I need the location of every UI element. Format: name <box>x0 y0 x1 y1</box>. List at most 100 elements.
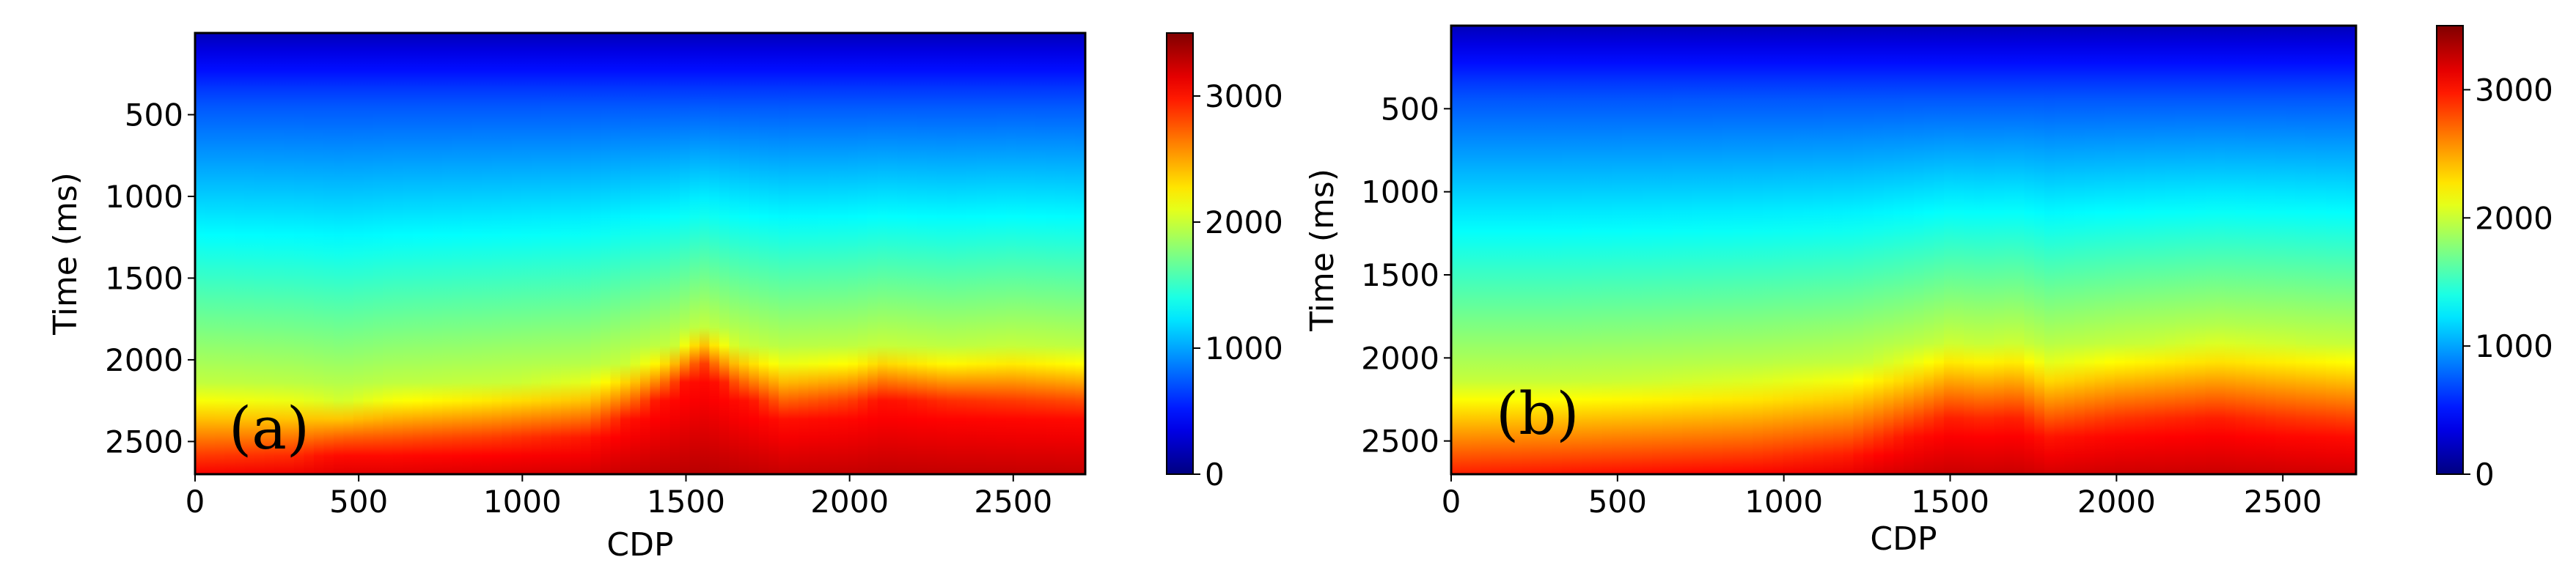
heatmap-column <box>1702 26 1714 474</box>
heatmap-column <box>1994 26 2005 474</box>
x-tick-label: 0 <box>186 484 205 520</box>
heatmap-column <box>2145 26 2156 474</box>
heatmap-column <box>1813 26 1824 474</box>
heatmap-column <box>848 33 859 474</box>
heatmap-column <box>1006 33 1017 474</box>
heatmap-column <box>620 33 631 474</box>
y-axis-label-b: Time (ms) <box>1304 169 1341 332</box>
heatmap-column <box>808 33 819 474</box>
heatmap-column <box>1853 26 1864 474</box>
heatmap-column <box>511 33 522 474</box>
heatmap-column <box>570 33 581 474</box>
heatmap-column <box>1863 26 1874 474</box>
heatmap-column <box>1461 26 1472 474</box>
colorbar-tick-label: 1000 <box>2475 328 2553 364</box>
heatmap-column <box>284 33 295 474</box>
heatmap-column <box>343 33 354 474</box>
y-tick-label: 2000 <box>1361 340 1439 376</box>
heatmap-column <box>2205 26 2216 474</box>
heatmap-column <box>738 33 750 474</box>
x-tick-label: 2500 <box>974 484 1052 520</box>
heatmap-column <box>788 33 799 474</box>
panel-label-a: (a) <box>229 394 309 462</box>
heatmap-column <box>1582 26 1593 474</box>
colorbar-tick-label: 3000 <box>2475 72 2553 108</box>
y-tick-label: 2500 <box>1361 424 1439 460</box>
heatmap-column <box>1923 26 1934 474</box>
heatmap-column <box>205 33 216 474</box>
heatmap-column <box>264 33 275 474</box>
heatmap-column <box>422 33 433 474</box>
heatmap-column <box>1984 26 1995 474</box>
heatmap-column <box>333 33 345 474</box>
heatmap-column <box>1451 26 1462 474</box>
heatmap-column <box>2305 26 2316 474</box>
heatmap-column <box>323 33 334 474</box>
heatmap-column <box>1793 26 1804 474</box>
heatmap-column <box>2124 26 2136 474</box>
heatmap-column <box>1055 33 1066 474</box>
heatmap-column <box>1531 26 1543 474</box>
heatmap-column <box>897 33 908 474</box>
heatmap-column <box>689 33 700 474</box>
heatmap-column <box>2184 26 2196 474</box>
heatmap-column <box>412 33 424 474</box>
heatmap-column <box>452 33 463 474</box>
y-tick-label: 1000 <box>1361 174 1439 210</box>
heatmap-column <box>274 33 285 474</box>
heatmap-column <box>304 33 315 474</box>
heatmap-column <box>392 33 404 474</box>
heatmap-column <box>887 33 898 474</box>
heatmap-column <box>1943 26 1955 474</box>
x-tick-label: 500 <box>1588 484 1647 520</box>
heatmap-column <box>709 33 720 474</box>
heatmap-column <box>2325 26 2337 474</box>
heatmap-column <box>1016 33 1027 474</box>
heatmap-column <box>2235 26 2246 474</box>
y-tick-label: 1000 <box>105 179 183 215</box>
heatmap-column <box>551 33 562 474</box>
colorbar-a: 0 1000 2000 3000 <box>1166 32 1283 493</box>
heatmap-column <box>214 33 226 474</box>
colorbar-tick-label: 2000 <box>1205 204 1283 240</box>
heatmap-column <box>1843 26 1854 474</box>
panel-b: 0 500 1000 1500 2000 25005001000150020002500 … <box>1304 24 2553 558</box>
heatmap-column <box>966 33 977 474</box>
heatmap-column <box>1662 26 1673 474</box>
axis-ticks-a: 0 500 1000 1500 2000 2500 500 1000 1500 2000 2500 <box>105 97 1052 520</box>
heatmap-column <box>373 33 384 474</box>
panel-label-b: (b) <box>1496 380 1579 448</box>
heatmap-column <box>1065 33 1076 474</box>
heatmap-column <box>669 33 680 474</box>
heatmap-column <box>2054 26 2066 474</box>
velocity-heatmap-a <box>195 33 1086 474</box>
heatmap-column <box>2074 26 2085 474</box>
heatmap-column <box>1552 26 1563 474</box>
x-axis-label-a: CDP <box>606 526 673 564</box>
heatmap-column <box>986 33 997 474</box>
heatmap-column <box>590 33 601 474</box>
heatmap-column <box>2084 26 2096 474</box>
heatmap-column <box>502 33 513 474</box>
heatmap-column <box>2094 26 2106 474</box>
heatmap-column <box>581 33 592 474</box>
plot-frame-a <box>194 32 1087 476</box>
heatmap-column <box>1612 26 1623 474</box>
heatmap-column <box>1964 26 1975 474</box>
heatmap-column <box>2195 26 2206 474</box>
heatmap-column <box>1692 26 1703 474</box>
x-tick-label: 1000 <box>1744 484 1823 520</box>
heatmap-column <box>1561 26 1573 474</box>
x-tick-label: 0 <box>1442 484 1461 520</box>
heatmap-column <box>383 33 394 474</box>
colorbar-scale <box>2436 25 2464 475</box>
colorbar-tick-label: 0 <box>1205 457 1225 493</box>
heatmap-column <box>778 33 790 474</box>
heatmap-column <box>1622 26 1633 474</box>
heatmap-column <box>976 33 987 474</box>
heatmap-column <box>1642 26 1654 474</box>
heatmap-column <box>482 33 493 474</box>
heatmap-column <box>640 33 651 474</box>
heatmap-column <box>2004 26 2015 474</box>
heatmap-column <box>1046 33 1057 474</box>
